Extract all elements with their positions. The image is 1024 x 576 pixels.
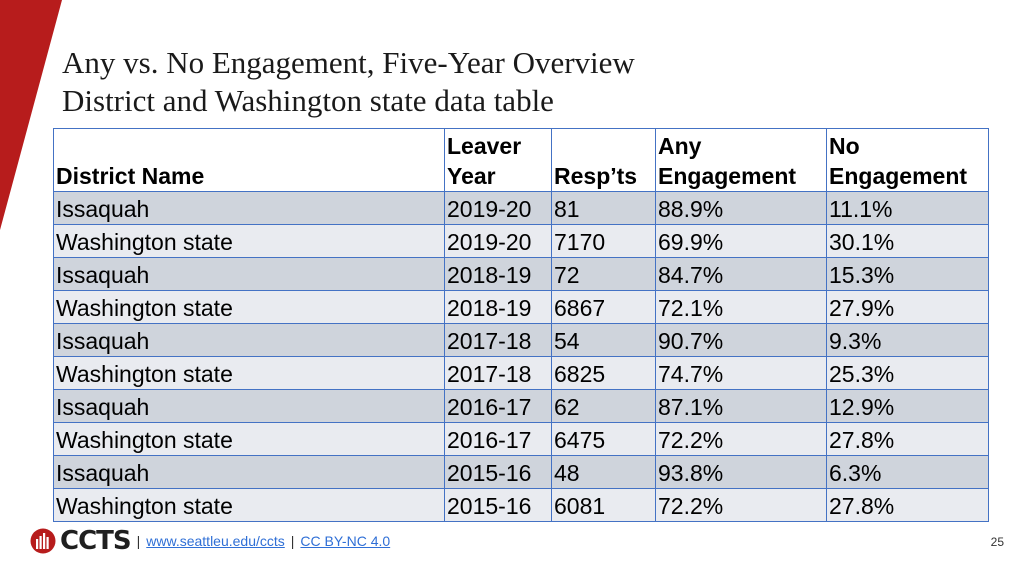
cell-leaver-year: 2015-16 <box>444 488 552 522</box>
table-row: Washington state 2019-20 7170 69.9% 30.1% <box>53 224 989 258</box>
table-row: Washington state 2018-19 6867 72.1% 27.9% <box>53 290 989 324</box>
cell-any-engagement: 93.8% <box>655 455 827 489</box>
cell-respondents: 81 <box>551 191 656 225</box>
site-link[interactable]: www.seattleu.edu/ccts <box>146 533 285 549</box>
slide-title: Any vs. No Engagement, Five-Year Overvie… <box>62 44 635 120</box>
cell-leaver-year: 2018-19 <box>444 290 552 324</box>
table-row: Issaquah 2018-19 72 84.7% 15.3% <box>53 257 989 291</box>
cell-respondents: 54 <box>551 323 656 357</box>
cell-leaver-year: 2016-17 <box>444 389 552 423</box>
cell-district-name: Issaquah <box>53 455 445 489</box>
table-row: Issaquah 2019-20 81 88.9% 11.1% <box>53 191 989 225</box>
header-line-2: District Name <box>56 163 205 189</box>
header-line-1: No <box>829 133 860 159</box>
table-header-row: District Name Leaver Year Resp’ts Any Engage… <box>53 128 989 192</box>
cell-no-engagement: 15.3% <box>826 257 989 291</box>
header-line-1 <box>554 131 653 161</box>
header-line-2: Year <box>447 163 496 189</box>
table-row: Issaquah 2015-16 48 93.8% 6.3% <box>53 455 989 489</box>
cell-any-engagement: 72.2% <box>655 422 827 456</box>
cell-any-engagement: 88.9% <box>655 191 827 225</box>
footer-separator: | <box>290 533 295 549</box>
title-line-1: Any vs. No Engagement, Five-Year Overvie… <box>62 45 635 80</box>
cell-no-engagement: 9.3% <box>826 323 989 357</box>
cell-respondents: 6825 <box>551 356 656 390</box>
table-row: Washington state 2016-17 6475 72.2% 27.8% <box>53 422 989 456</box>
cell-leaver-year: 2015-16 <box>444 455 552 489</box>
cell-no-engagement: 27.8% <box>826 488 989 522</box>
cell-any-engagement: 87.1% <box>655 389 827 423</box>
cell-respondents: 6081 <box>551 488 656 522</box>
cell-any-engagement: 72.1% <box>655 290 827 324</box>
table-row: Issaquah 2016-17 62 87.1% 12.9% <box>53 389 989 423</box>
table-row: Issaquah 2017-18 54 90.7% 9.3% <box>53 323 989 357</box>
header-line-1 <box>56 131 442 161</box>
cell-district-name: Washington state <box>53 488 445 522</box>
logo-text: CCTS <box>60 526 132 556</box>
cell-any-engagement: 90.7% <box>655 323 827 357</box>
column-header-respondents: Resp’ts <box>551 128 656 192</box>
cell-leaver-year: 2018-19 <box>444 257 552 291</box>
cell-leaver-year: 2019-20 <box>444 224 552 258</box>
cell-district-name: Issaquah <box>53 191 445 225</box>
column-header-any-engagement: Any Engagement <box>655 128 827 192</box>
header-line-1: Any <box>658 133 702 159</box>
header-line-2: Engagement <box>658 163 797 189</box>
table-body: Issaquah 2019-20 81 88.9% 11.1% Washington st… <box>53 191 989 522</box>
cell-district-name: Issaquah <box>53 389 445 423</box>
cell-no-engagement: 25.3% <box>826 356 989 390</box>
header-line-1: Leaver <box>447 133 522 159</box>
ccts-logo: CCTS <box>30 526 132 556</box>
cell-respondents: 48 <box>551 455 656 489</box>
cell-district-name: Washington state <box>53 224 445 258</box>
cell-no-engagement: 27.8% <box>826 422 989 456</box>
title-line-2: District and Washington state data table <box>62 83 554 118</box>
cell-no-engagement: 12.9% <box>826 389 989 423</box>
cell-respondents: 6475 <box>551 422 656 456</box>
table-row: Washington state 2017-18 6825 74.7% 25.3% <box>53 356 989 390</box>
footer-separator: | <box>136 533 141 549</box>
cell-district-name: Issaquah <box>53 323 445 357</box>
cell-district-name: Washington state <box>53 290 445 324</box>
cell-leaver-year: 2019-20 <box>444 191 552 225</box>
header-line-2: Resp’ts <box>554 163 638 189</box>
cell-district-name: Issaquah <box>53 257 445 291</box>
cell-district-name: Washington state <box>53 422 445 456</box>
cell-respondents: 7170 <box>551 224 656 258</box>
cell-district-name: Washington state <box>53 356 445 390</box>
cell-any-engagement: 84.7% <box>655 257 827 291</box>
column-header-district-name: District Name <box>53 128 445 192</box>
page-number: 25 <box>990 535 1004 549</box>
cell-respondents: 72 <box>551 257 656 291</box>
cell-no-engagement: 27.9% <box>826 290 989 324</box>
header-line-2: Engagement <box>829 163 968 189</box>
corner-accent-stripe <box>0 0 62 230</box>
column-header-no-engagement: No Engagement <box>826 128 989 192</box>
ccts-logo-icon <box>30 528 56 554</box>
cell-any-engagement: 74.7% <box>655 356 827 390</box>
cell-respondents: 62 <box>551 389 656 423</box>
cell-no-engagement: 11.1% <box>826 191 989 225</box>
cell-no-engagement: 30.1% <box>826 224 989 258</box>
cell-any-engagement: 69.9% <box>655 224 827 258</box>
cell-leaver-year: 2016-17 <box>444 422 552 456</box>
cell-leaver-year: 2017-18 <box>444 323 552 357</box>
license-link[interactable]: CC BY-NC 4.0 <box>300 533 391 549</box>
engagement-data-table: District Name Leaver Year Resp’ts Any Engage… <box>53 128 989 522</box>
cell-leaver-year: 2017-18 <box>444 356 552 390</box>
table-row: Washington state 2015-16 6081 72.2% 27.8% <box>53 488 989 522</box>
cell-respondents: 6867 <box>551 290 656 324</box>
column-header-leaver-year: Leaver Year <box>444 128 552 192</box>
cell-any-engagement: 72.2% <box>655 488 827 522</box>
footer: CCTS | www.seattleu.edu/ccts | CC BY-NC … <box>30 526 390 556</box>
cell-no-engagement: 6.3% <box>826 455 989 489</box>
